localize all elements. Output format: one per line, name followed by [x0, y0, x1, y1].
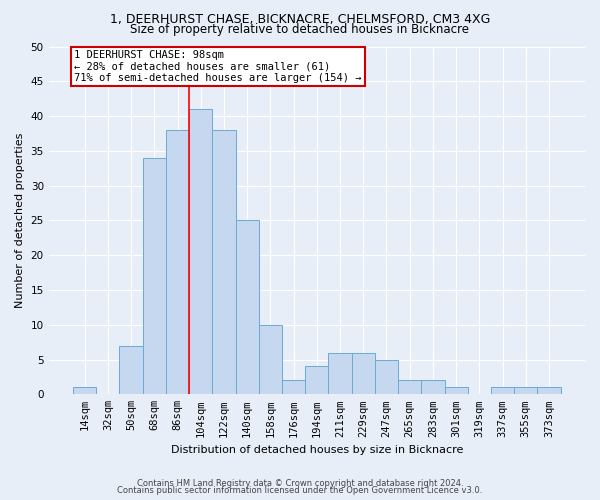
- Bar: [166, 130, 189, 394]
- Bar: [445, 388, 468, 394]
- X-axis label: Distribution of detached houses by size in Bicknacre: Distribution of detached houses by size …: [170, 445, 463, 455]
- Text: Size of property relative to detached houses in Bicknacre: Size of property relative to detached ho…: [131, 22, 470, 36]
- Bar: [328, 352, 352, 395]
- Bar: [538, 388, 560, 394]
- Bar: [259, 324, 282, 394]
- Bar: [421, 380, 445, 394]
- Bar: [491, 388, 514, 394]
- Bar: [189, 109, 212, 395]
- Bar: [212, 130, 236, 394]
- Bar: [375, 360, 398, 394]
- Bar: [305, 366, 328, 394]
- Text: Contains public sector information licensed under the Open Government Licence v3: Contains public sector information licen…: [118, 486, 482, 495]
- Bar: [398, 380, 421, 394]
- Bar: [514, 388, 538, 394]
- Y-axis label: Number of detached properties: Number of detached properties: [15, 132, 25, 308]
- Text: 1, DEERHURST CHASE, BICKNACRE, CHELMSFORD, CM3 4XG: 1, DEERHURST CHASE, BICKNACRE, CHELMSFOR…: [110, 12, 490, 26]
- Bar: [282, 380, 305, 394]
- Text: 1 DEERHURST CHASE: 98sqm
← 28% of detached houses are smaller (61)
71% of semi-d: 1 DEERHURST CHASE: 98sqm ← 28% of detach…: [74, 50, 362, 83]
- Bar: [119, 346, 143, 395]
- Bar: [73, 388, 96, 394]
- Bar: [352, 352, 375, 395]
- Bar: [236, 220, 259, 394]
- Text: Contains HM Land Registry data © Crown copyright and database right 2024.: Contains HM Land Registry data © Crown c…: [137, 478, 463, 488]
- Bar: [143, 158, 166, 394]
